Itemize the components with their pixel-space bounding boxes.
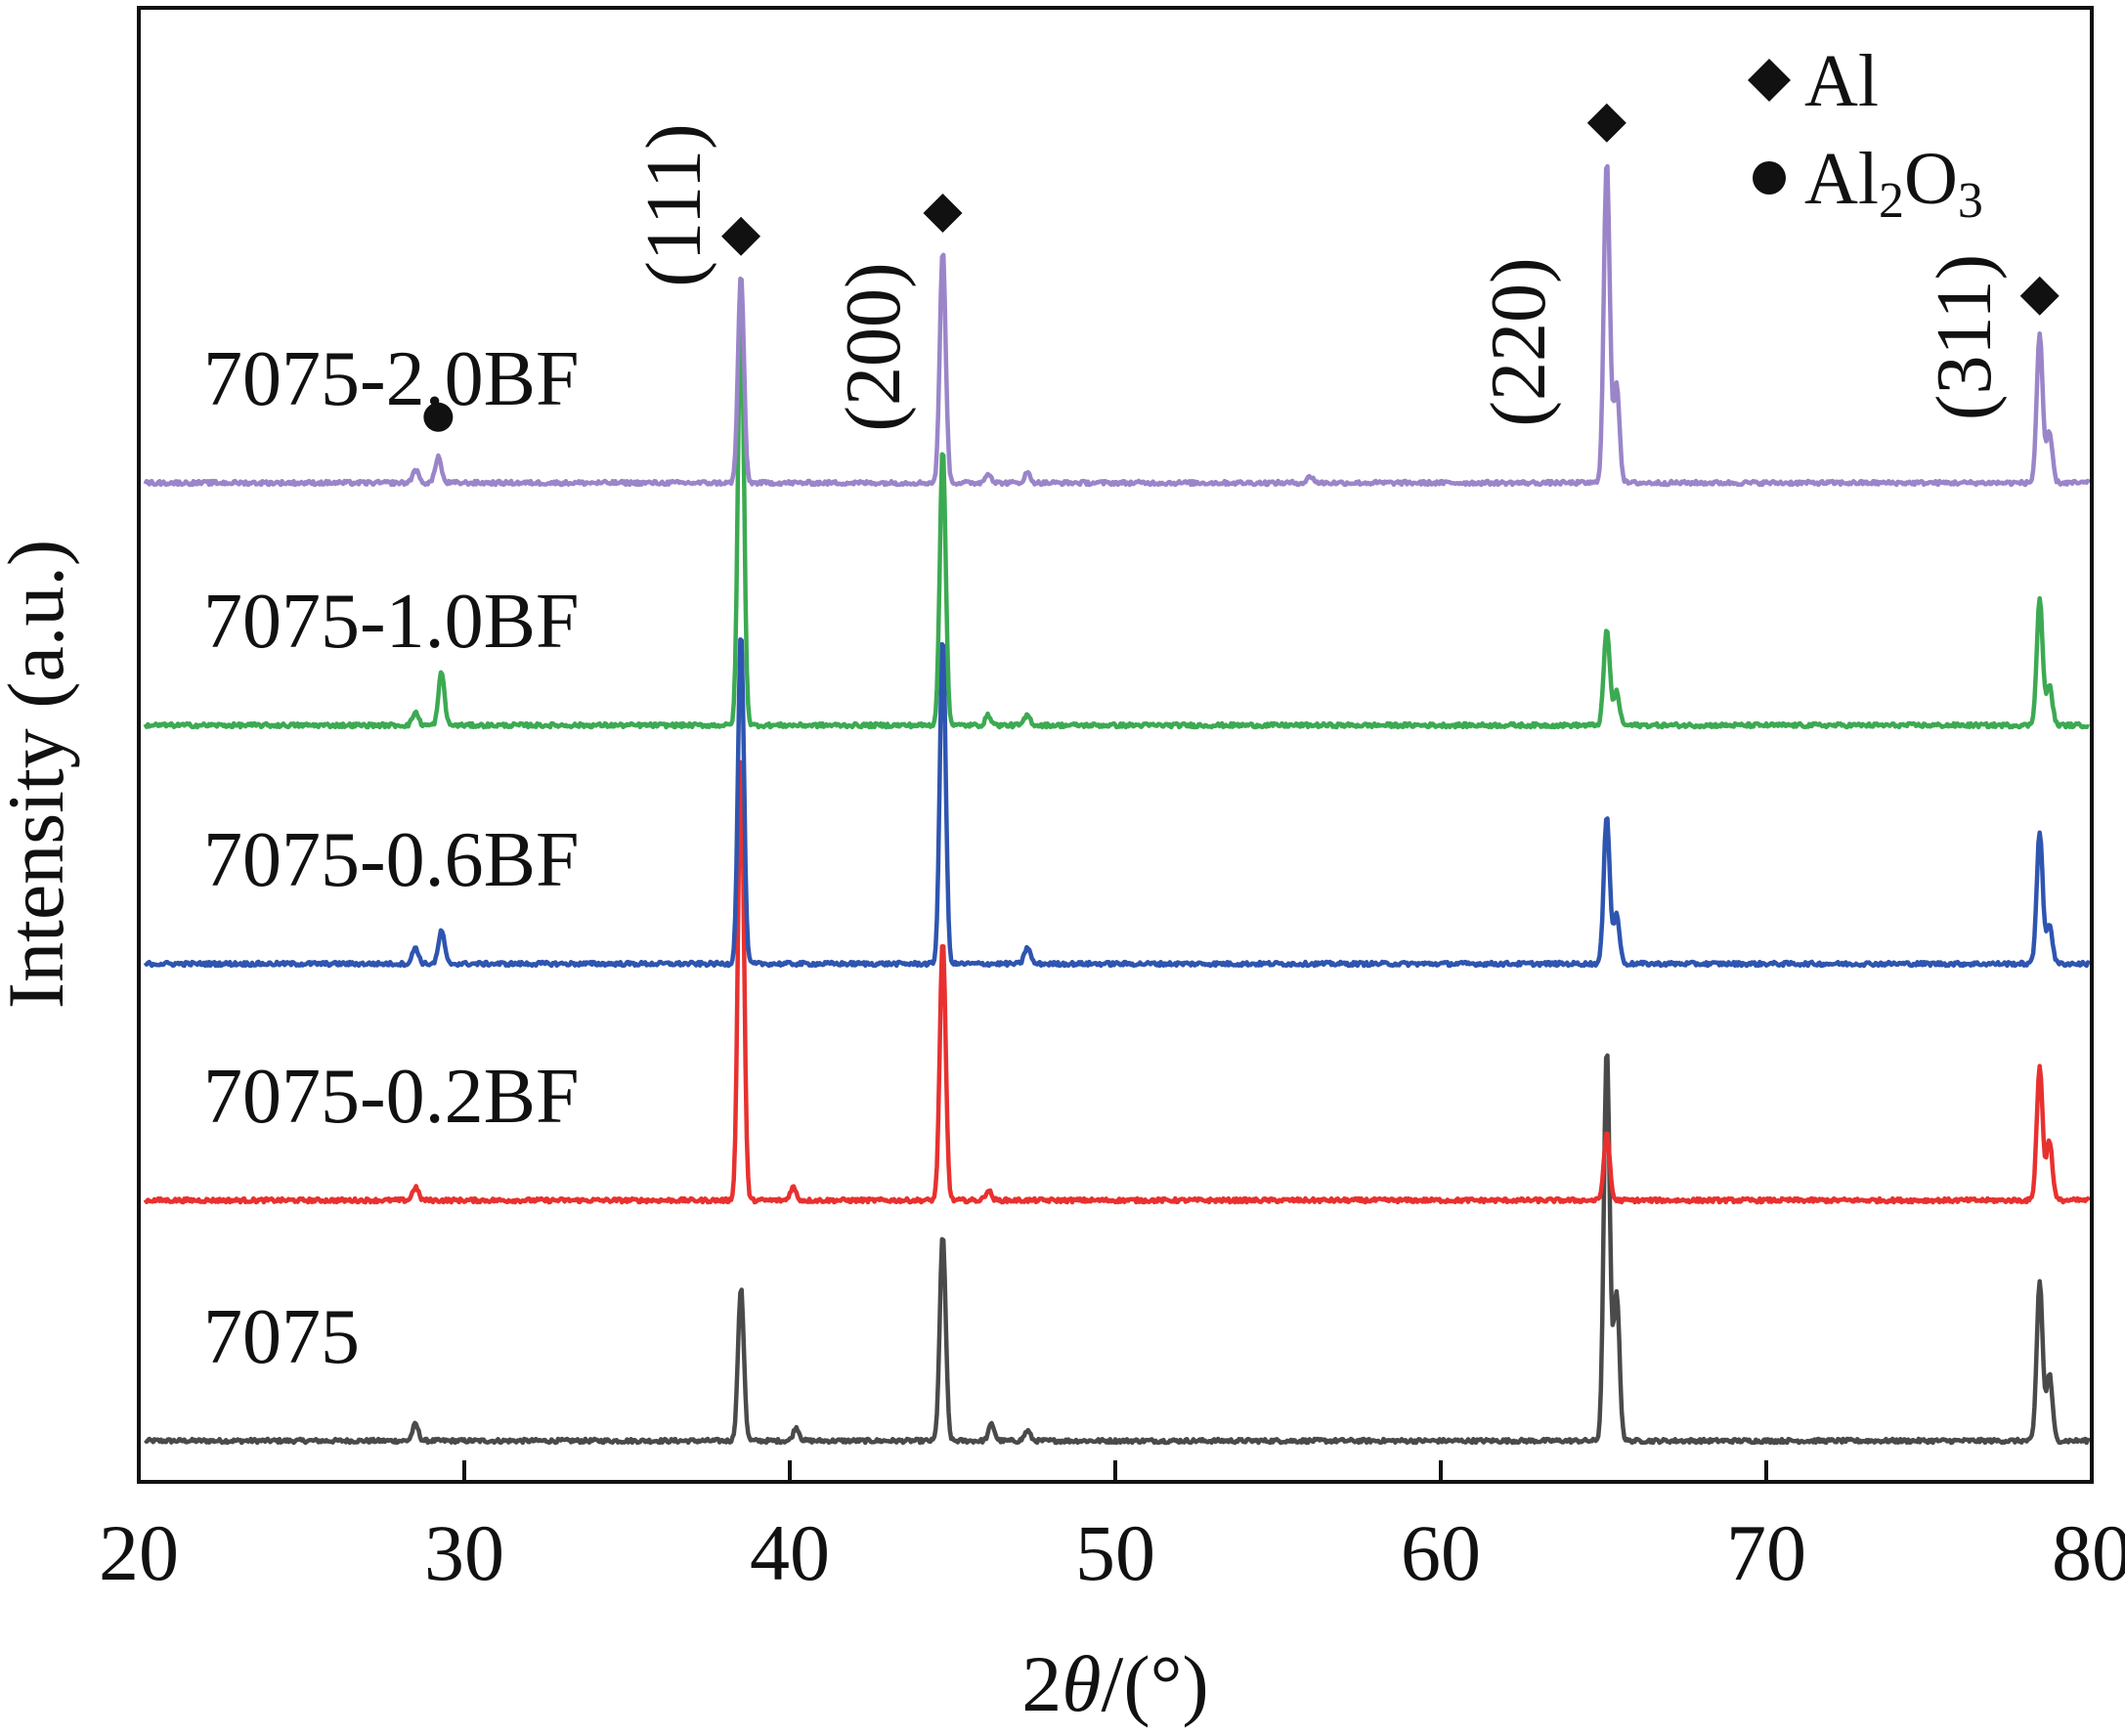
ticks-layer: 20 30 40 50 60 70 80 <box>99 1460 2125 1597</box>
hkl-label: (200) <box>831 262 917 431</box>
legend-al2o3-circle-icon <box>1753 161 1786 195</box>
x-tick-label: 50 <box>1075 1508 1155 1597</box>
al-diamond-icon <box>923 194 963 233</box>
x-axis-label-symbol: θ <box>1062 1639 1101 1728</box>
legend-al2o3-sub-2: 2 <box>1879 173 1904 229</box>
series-label-7075-0-6bf: 7075-0.6BF <box>203 817 580 903</box>
x-tick-label: 30 <box>424 1508 504 1597</box>
series-label-7075-0-2bf: 7075-0.2BF <box>203 1054 580 1140</box>
x-tick-label: 40 <box>750 1508 830 1597</box>
hkl-label: (220) <box>1476 257 1562 426</box>
series-line-7075-0-2bf <box>143 760 2092 1205</box>
al-diamond-icon <box>721 216 761 256</box>
x-axis-label: 2θ/(°) <box>1021 1639 1208 1728</box>
x-tick-label: 80 <box>2052 1508 2125 1597</box>
al-diamond-icon <box>2019 276 2060 316</box>
legend-al2o3-sub-3: 3 <box>1958 173 1983 229</box>
y-axis-label: Intensity (a.u.) <box>0 540 80 1009</box>
series-label-7075-1-0bf: 7075-1.0BF <box>203 579 580 665</box>
x-axis-label-prefix: 2 <box>1021 1639 1062 1728</box>
legend-al2o3-part-al: Al <box>1804 138 1879 220</box>
x-tick-label: 60 <box>1401 1508 1481 1597</box>
marker-layer: (111) (200) (220) (311) <box>423 103 2060 432</box>
legend: Al Al2O3 <box>1748 40 1983 229</box>
x-axis-label-suffix: /(°) <box>1102 1639 1209 1728</box>
x-tick-label: 70 <box>1726 1508 1806 1597</box>
hkl-label: (311) <box>1922 254 2008 420</box>
legend-al-diamond-icon <box>1748 59 1791 102</box>
al2o3-circle-icon <box>423 402 454 432</box>
legend-al2o3-part-o: O <box>1904 138 1958 220</box>
series-line-7075-0-6bf <box>143 636 2091 969</box>
series-label-7075-2-0bf: 7075-2.0BF <box>203 336 580 422</box>
series-line-7075 <box>144 1053 2092 1446</box>
series-line-7075-2-0bf <box>143 163 2092 488</box>
plot-frame <box>137 6 2094 1484</box>
hkl-label: (111) <box>631 123 717 286</box>
legend-al2o3-label: Al2O3 <box>1804 138 1983 229</box>
series-layer: 7075 7075-0.2BF 7075-0.6BF 7075-1.0BF 7075-2… <box>143 163 2092 1446</box>
x-tick-label: 20 <box>99 1508 179 1597</box>
series-line-7075-1-0bf <box>143 300 2091 730</box>
series-label-7075: 7075 <box>203 1294 360 1380</box>
legend-al-label: Al <box>1804 40 1879 122</box>
al-diamond-icon <box>1586 103 1626 143</box>
